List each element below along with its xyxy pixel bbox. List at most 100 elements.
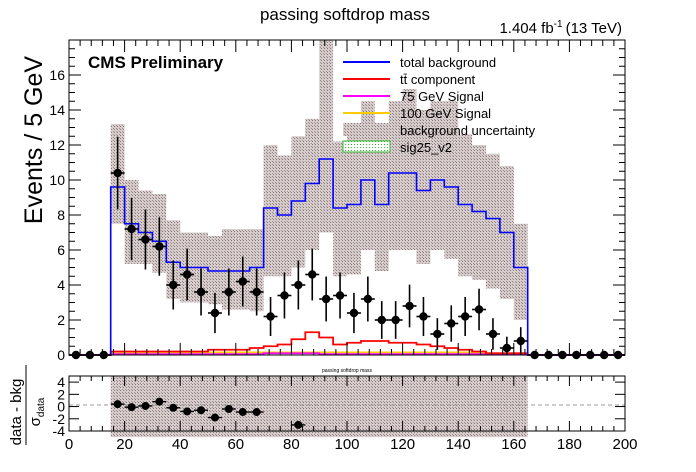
plot-title: passing softdrop mass	[260, 5, 430, 24]
data-point	[308, 270, 317, 279]
uncertainty-bin	[166, 220, 181, 299]
data-point	[155, 242, 164, 251]
y-tick-label: 2	[57, 312, 65, 328]
pull-point	[238, 408, 247, 417]
x-tick-label: 40	[172, 436, 189, 453]
energy-label: (13 TeV)	[566, 20, 622, 37]
lumi-value: 1.404 fb	[499, 20, 553, 37]
y-tick-label: 10	[49, 172, 65, 188]
legend-label: 75 GeV Signal	[400, 89, 484, 104]
y-tick-label: 14	[49, 102, 65, 118]
ratio-y-tick-label: -2	[53, 411, 66, 427]
ratio-y-tick-label: 2	[57, 386, 65, 402]
sigma-symbol: σ	[27, 416, 44, 426]
y-tick-label: 16	[49, 67, 65, 83]
data-point	[460, 312, 470, 321]
data-point	[363, 294, 373, 304]
line-total-background	[69, 158, 625, 356]
ratio-y-tick-label: 0	[57, 399, 65, 415]
main-axes: 0 2 4 6 8 10 12 14 16	[49, 40, 626, 363]
legend-label: background uncertainty	[400, 123, 536, 138]
data-point	[141, 235, 150, 244]
x-tick-label: 100	[334, 436, 359, 453]
legend-label: tt̄ component	[400, 72, 476, 87]
uncertainty-bin	[319, 40, 334, 233]
legend-label: 100 GeV Signal	[400, 106, 491, 121]
data-point	[210, 308, 220, 318]
uncertainty-bin	[277, 155, 292, 277]
pull-point	[141, 401, 150, 410]
y-tick-label: 12	[49, 137, 65, 153]
x-tick-label: 0	[65, 436, 73, 453]
y-tick-label: 8	[57, 207, 65, 223]
data-point	[516, 336, 525, 346]
x-tick-label: 80	[283, 436, 300, 453]
x-tick-label: 140	[446, 436, 471, 453]
legend: total background tt̄ component 75 GeV Sign…	[342, 55, 536, 155]
uncertainty-bin	[388, 101, 403, 250]
cms-label: CMS Preliminary	[88, 53, 224, 72]
ratio-points	[110, 397, 306, 429]
data-point	[252, 287, 261, 297]
x-tick-label: 160	[501, 436, 526, 453]
data-point	[127, 224, 136, 234]
x-tick-label: 120	[390, 436, 415, 453]
lumi-label: 1.404 fb-1 (13 TeV)	[499, 19, 622, 37]
pull-point	[197, 406, 206, 415]
data-point	[266, 312, 275, 321]
uncertainty-bin	[374, 127, 389, 271]
data-point	[447, 319, 456, 328]
data-point	[113, 168, 122, 178]
pull-point	[183, 407, 192, 416]
ratio-y-label-sigma: σdata	[27, 397, 47, 426]
legend-label: total background	[400, 55, 496, 70]
uncertainty-bin	[430, 101, 445, 250]
x-tick-label: 200	[612, 436, 637, 453]
pull-point	[294, 420, 303, 429]
data-point	[377, 315, 386, 325]
y-axis-label: Events / 5 GeV	[20, 56, 48, 224]
pull-point	[127, 403, 136, 412]
uncertainty-bin	[472, 145, 486, 280]
y-tick-label: 0	[57, 347, 65, 363]
uncertainty-bin	[444, 101, 459, 259]
data-point	[280, 291, 289, 300]
ratio-title: passing softdrop mass	[322, 368, 373, 374]
uncertainty-bin	[416, 110, 431, 264]
uncertainty-bin	[208, 236, 222, 305]
x-tick-label: 180	[557, 436, 582, 453]
pull-point	[155, 397, 164, 406]
data-point	[488, 329, 498, 339]
data-point	[169, 280, 178, 290]
ratio-y-tick-label: 4	[57, 374, 65, 390]
sigma-subscript: data	[36, 397, 47, 417]
data-point	[335, 291, 345, 300]
data-point	[502, 343, 512, 353]
data-point	[405, 301, 414, 311]
legend-swatch	[343, 123, 390, 136]
data-point	[294, 280, 303, 290]
pull-point	[113, 400, 122, 409]
data-point	[196, 287, 206, 297]
data-point	[182, 270, 192, 279]
y-tick-label: 6	[57, 242, 65, 258]
uncertainty-bin	[402, 89, 417, 250]
y-tick-label: 4	[57, 277, 65, 293]
data-point	[224, 287, 234, 297]
data-point	[474, 305, 484, 314]
lumi-exponent: -1	[554, 19, 563, 30]
uncertainty-bin	[513, 223, 528, 320]
uncertainty-bin	[291, 136, 306, 268]
uncertainty-bin	[305, 118, 320, 250]
uncertainty-bin	[333, 141, 347, 277]
data-point	[391, 315, 400, 325]
ratio-y-label: data - bkg	[8, 379, 25, 446]
uncertainty-bin	[486, 153, 500, 289]
data-point	[321, 294, 331, 304]
data-point	[349, 308, 359, 318]
pull-point	[210, 413, 219, 422]
data-point	[238, 277, 247, 286]
data-point	[433, 329, 442, 339]
